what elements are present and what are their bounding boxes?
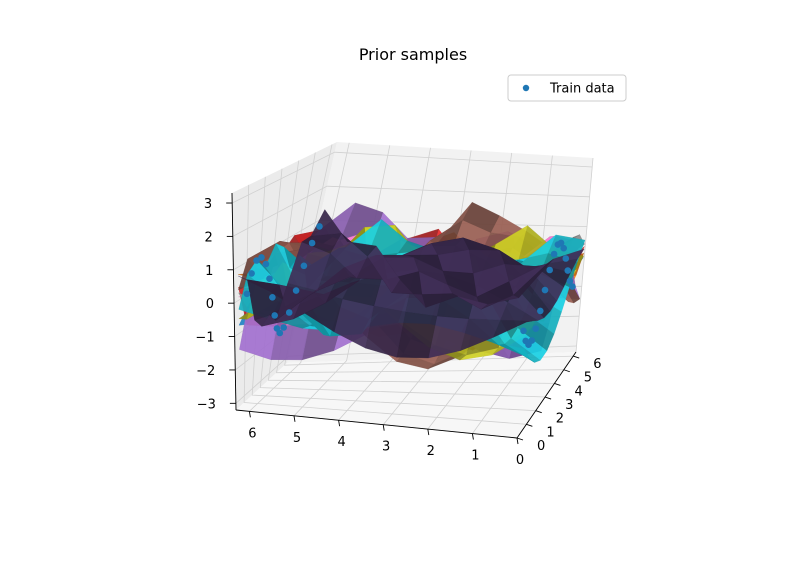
x-tick-label: 2	[427, 444, 435, 459]
train-data-point	[520, 327, 527, 335]
y-tick-mark	[554, 382, 561, 386]
grid-line-y	[251, 176, 536, 412]
chart-title: Prior samples	[359, 45, 467, 64]
surface-facet	[310, 209, 348, 242]
z-tick-label: −3	[197, 397, 216, 412]
surface-sample	[238, 209, 585, 359]
train-data-point	[566, 277, 574, 285]
train-data-points	[243, 223, 576, 349]
legend-box	[507, 74, 627, 102]
x-tick-mark	[427, 429, 430, 436]
x-tick-label: 6	[248, 426, 256, 441]
train-data-point	[243, 290, 251, 298]
train-data-point	[557, 239, 565, 247]
train-data-point	[292, 287, 300, 294]
x-tick-mark	[382, 424, 385, 431]
y-tick-label: 3	[565, 398, 573, 413]
train-data-point	[569, 283, 576, 290]
train-data-point	[285, 309, 293, 316]
y-tick-label: 0	[537, 439, 545, 454]
x-tick-label: 0	[516, 453, 524, 468]
y-tick-label: 6	[593, 357, 601, 372]
z-tick-label: 0	[206, 297, 214, 312]
train-data-point	[550, 250, 558, 258]
y-tick-mark	[573, 355, 580, 359]
grid-line-z	[232, 151, 593, 204]
train-data-point	[248, 270, 255, 277]
x-tick-mark	[516, 437, 519, 445]
y-tick-mark	[516, 437, 524, 441]
x-tick-mark	[248, 411, 251, 418]
z-tick-label: 3	[204, 197, 212, 212]
train-data-point	[532, 325, 540, 333]
grid-line-y	[276, 152, 564, 374]
x-tick-label: 3	[382, 440, 390, 455]
x-tick-mark	[338, 420, 341, 427]
train-data-point	[271, 312, 279, 319]
x-tick-label: 1	[471, 449, 479, 464]
train-data-point	[560, 244, 567, 252]
grid-line-y	[267, 160, 555, 384]
grid-line-x	[338, 147, 431, 421]
y-tick-mark	[563, 369, 570, 373]
grid-line-y	[259, 168, 546, 398]
z-axis-line	[231, 192, 237, 411]
train-data-point	[262, 260, 270, 268]
train-data-point	[266, 275, 273, 283]
x-tick-label: 5	[293, 431, 301, 446]
grid-line-z	[232, 185, 590, 237]
train-data-point	[308, 239, 316, 247]
train-data-point	[276, 329, 284, 337]
floor-pane	[236, 352, 576, 438]
train-data-point	[562, 255, 570, 262]
grid-line-y	[284, 144, 574, 366]
z-tick-label: −1	[195, 331, 214, 346]
y-tick-label: 2	[556, 412, 564, 427]
y-tick-mark	[535, 410, 542, 414]
train-data-point	[537, 307, 544, 315]
legend-marker-train-data	[522, 84, 530, 92]
z-tick-label: 1	[205, 264, 213, 279]
x-tick-mark	[293, 415, 296, 422]
train-data-point	[280, 324, 288, 331]
legend-label-train-data: Train data	[549, 82, 615, 97]
x-tick-label: 4	[337, 435, 345, 450]
y-tick-label: 5	[584, 371, 592, 386]
train-data-point	[564, 267, 572, 274]
y-tick-label: 1	[546, 425, 554, 440]
grid-line-x	[249, 142, 350, 412]
train-data-point	[300, 262, 308, 270]
train-data-point	[316, 223, 323, 230]
train-data-point	[541, 286, 549, 294]
z-tick-label: 2	[205, 230, 213, 245]
train-data-point	[269, 294, 276, 301]
train-data-point	[253, 257, 260, 264]
z-tick-label: −2	[196, 364, 215, 379]
train-data-point	[258, 254, 265, 261]
train-data-point	[528, 337, 536, 344]
x-tick-mark	[471, 433, 474, 440]
y-axis-line	[516, 351, 577, 439]
grid-line-y	[243, 184, 527, 425]
legend: Train data	[507, 74, 627, 102]
train-data-point	[546, 266, 553, 274]
y-tick-mark	[526, 423, 533, 427]
y-tick-label: 4	[575, 384, 583, 399]
x-axis-line	[235, 409, 518, 439]
y-tick-mark	[544, 396, 552, 400]
